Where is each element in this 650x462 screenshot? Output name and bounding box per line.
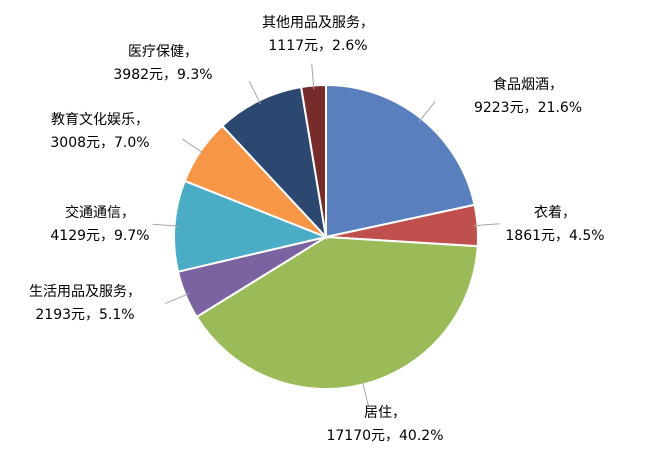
slice-label: 医疗保健，: [128, 44, 198, 60]
value-label: 9223元，21.6%: [474, 100, 582, 116]
leader-line: [361, 380, 369, 406]
value-label: 4129元，9.7%: [50, 228, 149, 244]
leader-line: [418, 101, 436, 123]
slice-label: 衣着，: [534, 205, 576, 221]
slice-label: 教育文化娱乐，: [51, 112, 149, 128]
value-label: 3982元，9.3%: [113, 67, 212, 83]
slice-label: 交通通信，: [65, 204, 135, 221]
leader-line: [473, 223, 500, 227]
value-label: 17170元，40.2%: [326, 428, 443, 444]
leader-line: [248, 80, 262, 105]
leader-line: [311, 63, 315, 90]
value-label: 2193元，5.1%: [35, 307, 134, 323]
slice-label: 食品烟酒，: [493, 76, 563, 93]
value-label: 3008元，7.0%: [50, 135, 149, 151]
leader-line: [181, 138, 205, 154]
leader-line: [164, 293, 190, 304]
slice-label: 生活用品及服务，: [29, 284, 141, 300]
slice-label: 其他用品及服务，: [262, 15, 374, 31]
slice-label: 居住，: [364, 405, 406, 421]
value-label: 1117元，2.6%: [268, 38, 367, 54]
value-label: 1861元，4.5%: [505, 228, 604, 244]
leader-line: [152, 223, 179, 227]
